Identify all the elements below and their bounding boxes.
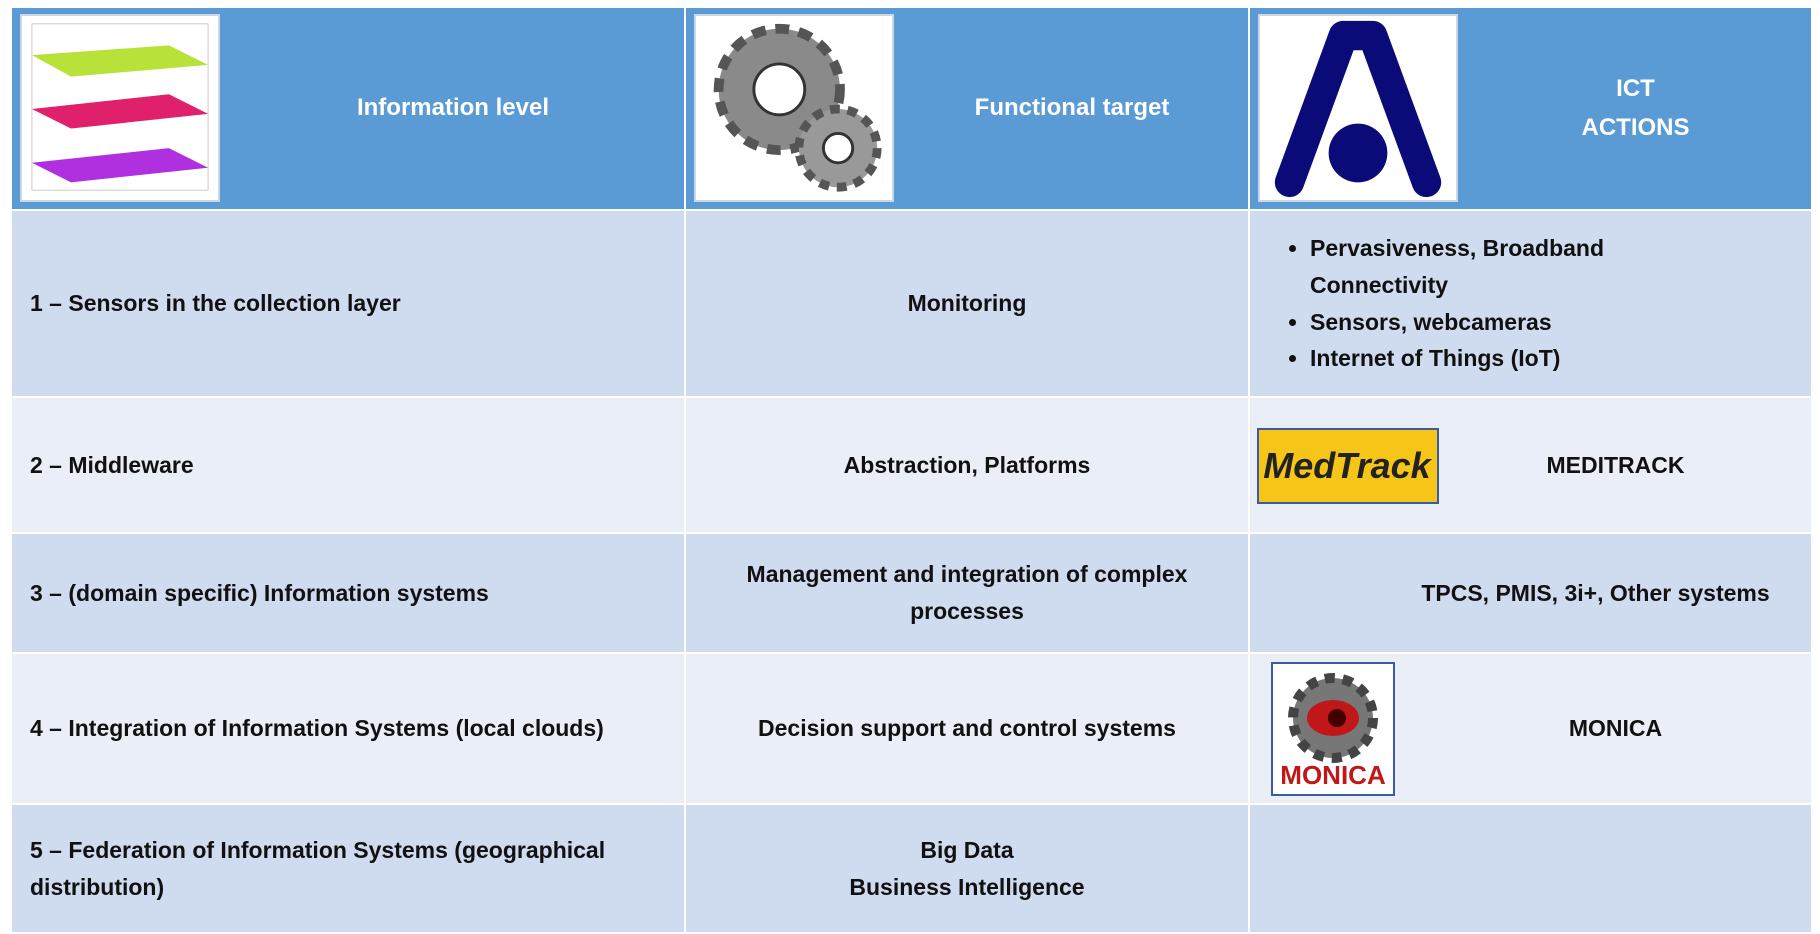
header-label: ACTIONS bbox=[1581, 113, 1690, 141]
meditrack-logo: MedTrack bbox=[1257, 428, 1439, 504]
header-label: Information level bbox=[356, 94, 550, 122]
logo-text: MONICA bbox=[1280, 760, 1386, 790]
level-cell: 2 – Middleware bbox=[12, 398, 684, 532]
target-cell: Big Data Business Intelligence bbox=[686, 805, 1248, 932]
header-cell: Functional target bbox=[686, 8, 1248, 209]
header-label: ICT bbox=[1616, 75, 1655, 103]
bullet: Sensors, webcameras bbox=[1310, 304, 1690, 341]
target-cell: Management and integration of complex pr… bbox=[686, 534, 1248, 652]
level: 1 – Sensors in the collection layer bbox=[30, 290, 401, 317]
target-cell: Abstraction, Platforms bbox=[686, 398, 1248, 532]
bullet: Internet of Things (IoT) bbox=[1310, 340, 1690, 377]
actions-cell bbox=[1250, 805, 1811, 932]
level: 3 – (domain specific) Information system… bbox=[30, 579, 489, 606]
level: 5 – Federation of Information Systems (g… bbox=[30, 836, 606, 900]
actions-cell: MedTrack MEDITRACK bbox=[1250, 398, 1811, 532]
actions-cell: TPCS, PMIS, 3i+, Other systems bbox=[1250, 534, 1811, 652]
level: 4 – Integration of Information Systems (… bbox=[30, 715, 604, 742]
layers-icon bbox=[20, 14, 220, 202]
actions-cell: Pervasiveness, Broadband Connectivity Se… bbox=[1250, 211, 1811, 396]
level-cell: 3 – (domain specific) Information system… bbox=[12, 534, 684, 652]
header-cell: ICT ACTIONS bbox=[1250, 8, 1811, 209]
target: Management and integration of complex pr… bbox=[746, 561, 1188, 624]
target-cell: Decision support and control systems bbox=[686, 654, 1248, 803]
gears-icon bbox=[694, 14, 894, 202]
action: MONICA bbox=[1568, 715, 1663, 742]
target: Big Data bbox=[920, 836, 1014, 863]
logo-text: MedTrack bbox=[1263, 445, 1432, 486]
target: Decision support and control systems bbox=[758, 715, 1176, 742]
target: Business Intelligence bbox=[849, 873, 1085, 900]
a-logo bbox=[1258, 14, 1458, 202]
actions-cell: MONICA MONICA bbox=[1250, 654, 1811, 803]
level-cell: 5 – Federation of Information Systems (g… bbox=[12, 805, 684, 932]
level: 2 – Middleware bbox=[30, 451, 194, 478]
target: Abstraction, Platforms bbox=[843, 451, 1091, 478]
header-label: Functional target bbox=[974, 94, 1170, 122]
target: Monitoring bbox=[907, 290, 1027, 317]
level-cell: 1 – Sensors in the collection layer bbox=[12, 211, 684, 396]
table: Information level Functional target ICT … bbox=[12, 8, 1811, 932]
action: MEDITRACK bbox=[1546, 451, 1685, 478]
monica-logo: MONICA bbox=[1271, 662, 1395, 796]
target-cell: Monitoring bbox=[686, 211, 1248, 396]
header-cell: Information level bbox=[12, 8, 684, 209]
level-cell: 4 – Integration of Information Systems (… bbox=[12, 654, 684, 803]
action: TPCS, PMIS, 3i+, Other systems bbox=[1421, 579, 1770, 606]
bullet-list: Pervasiveness, Broadband Connectivity Se… bbox=[1250, 230, 1690, 377]
bullet: Pervasiveness, Broadband Connectivity bbox=[1310, 230, 1690, 304]
